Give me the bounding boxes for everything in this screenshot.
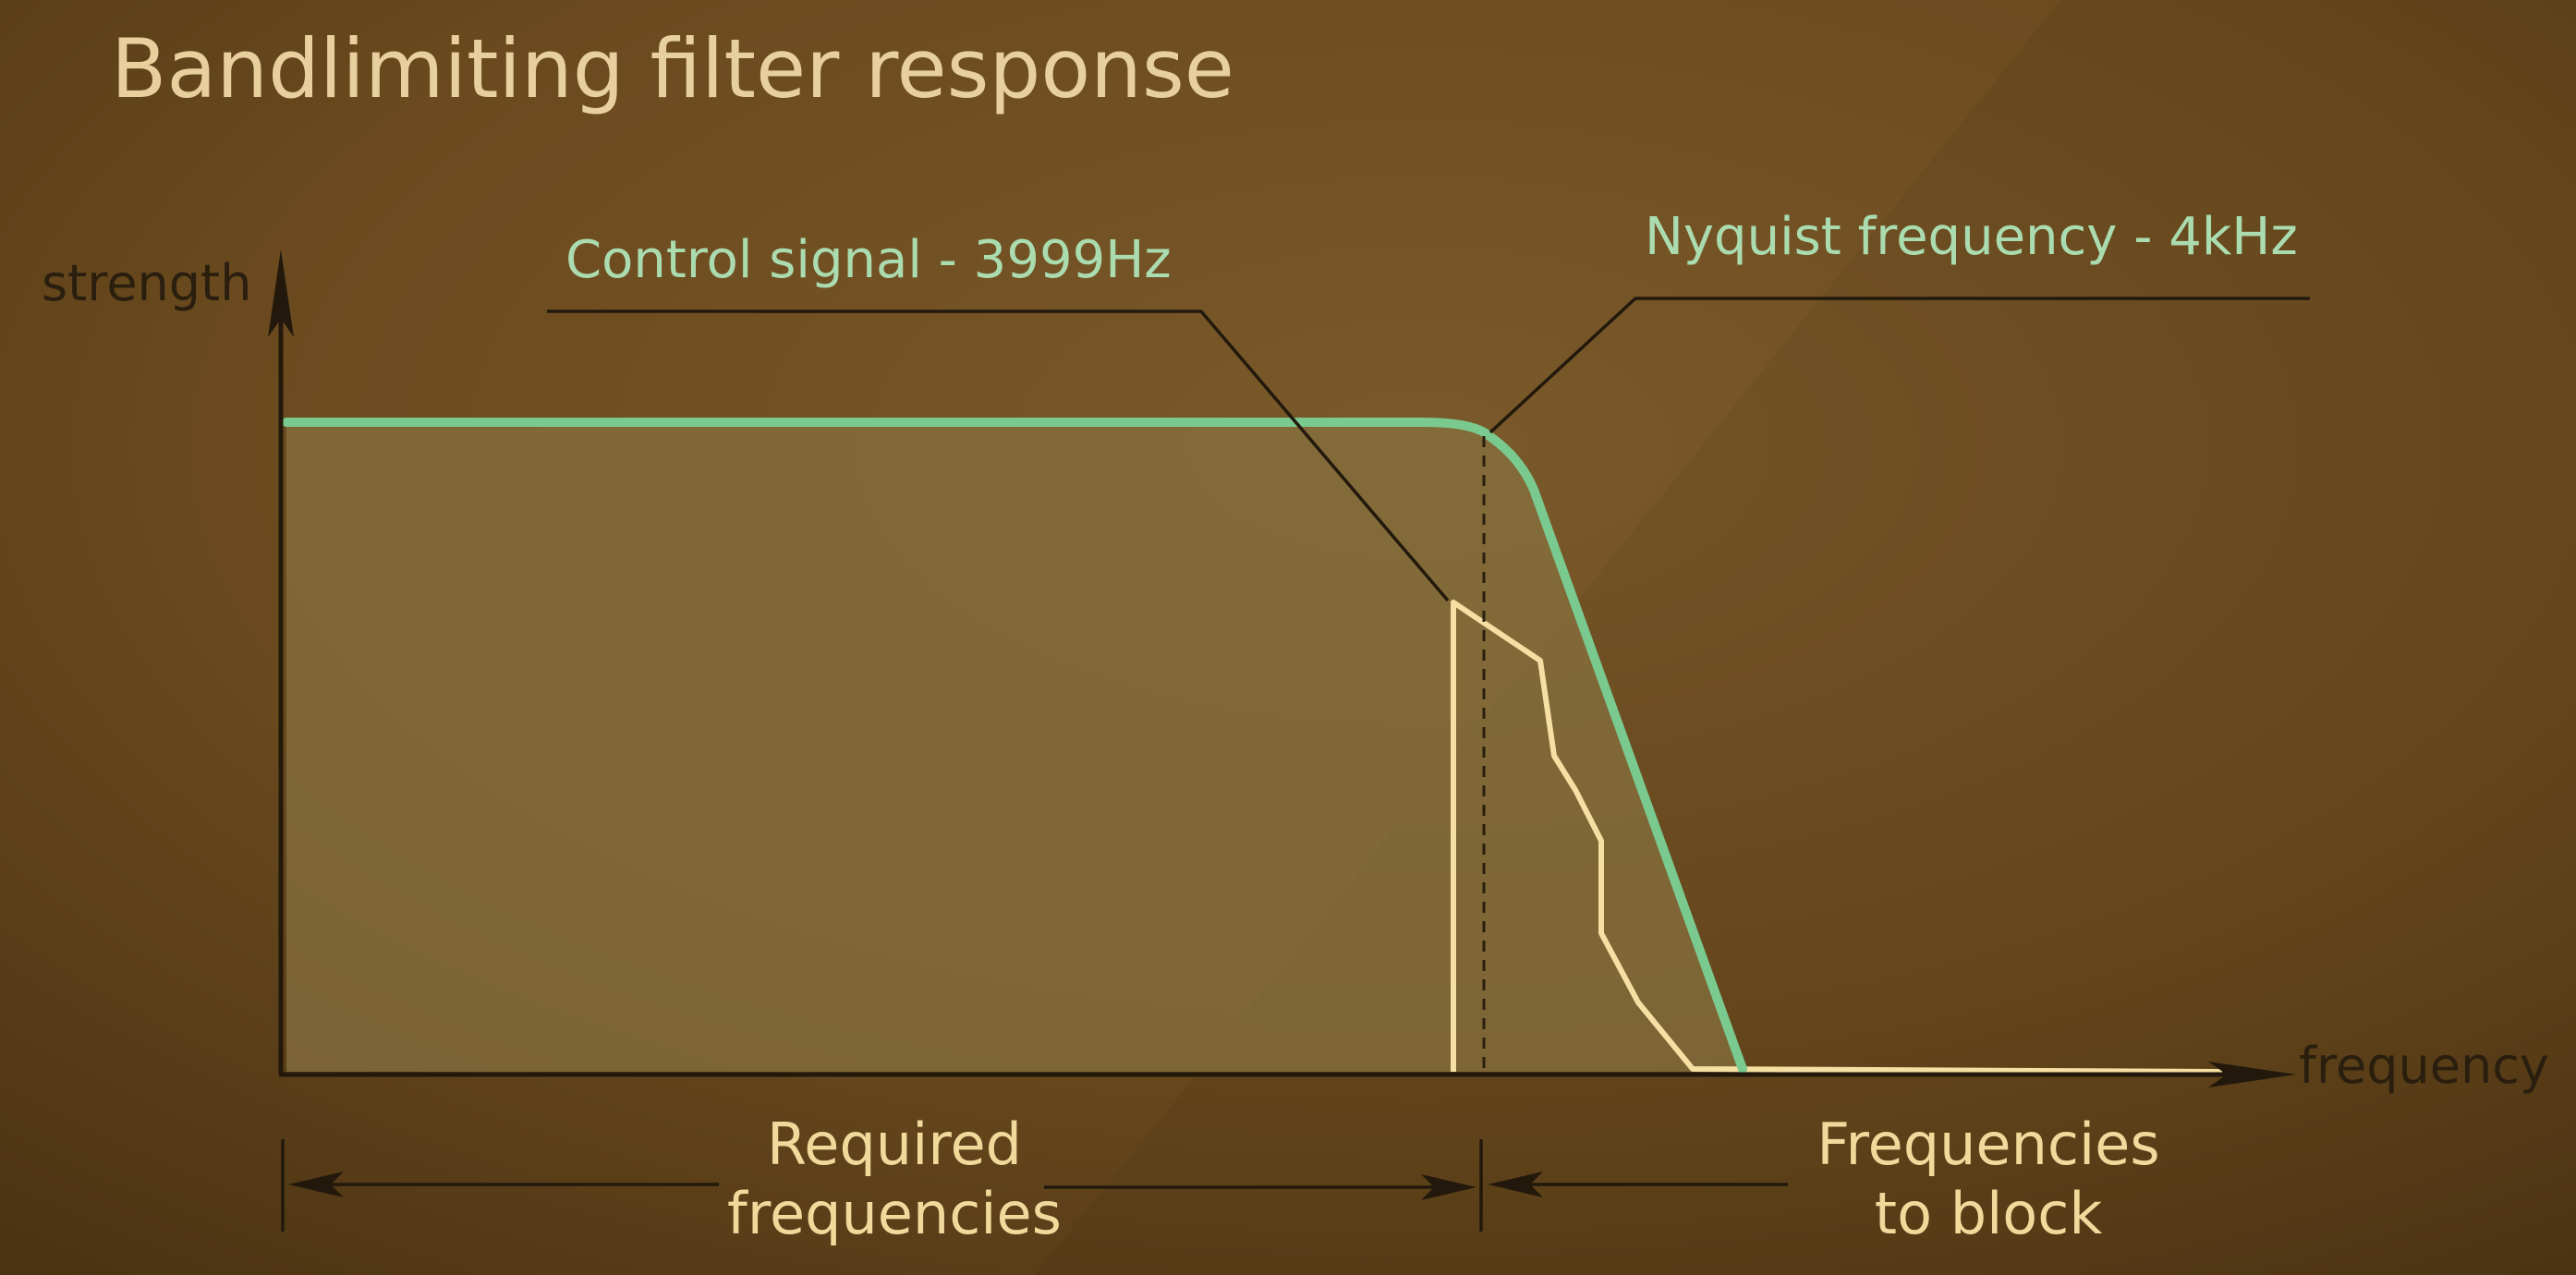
- filter-response-curve: [282, 418, 1747, 1074]
- range-indicators: [281, 1139, 1788, 1232]
- required-frequencies-label-line1: Required: [767, 1111, 1022, 1178]
- block-arrowhead-left: [1488, 1172, 1543, 1197]
- filter-area-fill: [286, 422, 1743, 1072]
- x-axis-label: frequency: [2299, 1037, 2549, 1095]
- page-title: Bandlimiting filter response: [111, 21, 1234, 116]
- y-axis-label: strength: [42, 254, 251, 312]
- control-signal-label: Control signal - 3999Hz: [565, 230, 1172, 290]
- x-axis-arrowhead: [2208, 1062, 2296, 1087]
- control-signal-spectrum: [1451, 600, 2223, 1075]
- required-frequencies-label-line2: frequencies: [727, 1180, 1062, 1247]
- axes: [278, 268, 2264, 1077]
- required-arrowhead-left: [288, 1172, 344, 1197]
- y-axis-arrowhead: [268, 249, 294, 337]
- nyquist-leader: [1488, 297, 2310, 434]
- frequencies-to-block-label-line2: to block: [1875, 1180, 2103, 1247]
- control-signal-leader: [547, 310, 1450, 602]
- nyquist-label: Nyquist frequency - 4kHz: [1645, 207, 2298, 267]
- frequencies-to-block-label-line1: Frequencies: [1817, 1111, 2159, 1178]
- required-arrowhead-right: [1421, 1174, 1476, 1200]
